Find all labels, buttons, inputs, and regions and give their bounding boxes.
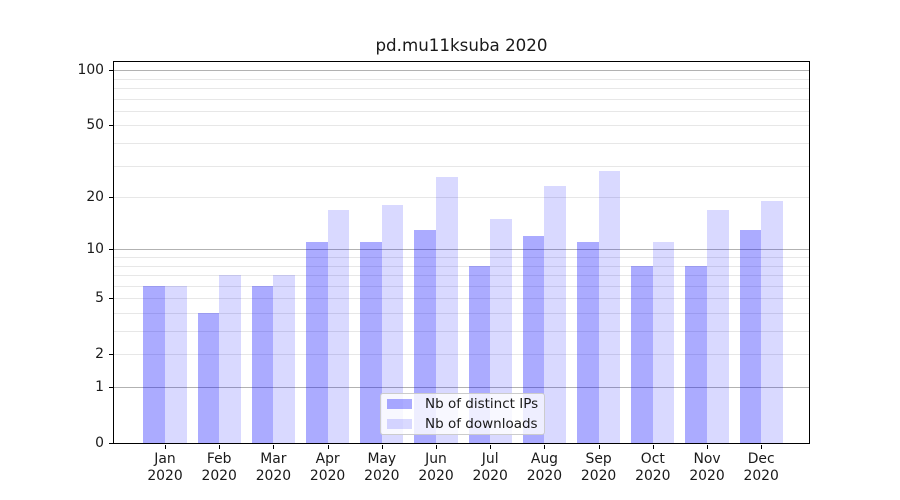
x-tick-label: Mar 2020 [255,451,292,484]
y-tick-mark [109,70,113,72]
x-tick-label: Aug 2020 [526,451,563,484]
bar-downloads [598,171,621,443]
minor-gridline [114,331,809,333]
bar-distinct-ips [360,242,382,443]
bar-downloads [652,242,675,443]
minor-gridline [114,143,809,145]
bar-downloads [327,209,350,443]
x-tick-mark [707,445,708,449]
bar-distinct-ips [251,285,274,443]
y-tick-mark [109,354,113,356]
y-tick-label: 10 [86,241,104,258]
bar-downloads [381,205,404,443]
minor-gridline [114,275,809,277]
x-tick-label: Sep 2020 [580,451,617,484]
y-tick-label: 1 [95,379,104,395]
bar-downloads [490,219,512,443]
minor-gridline [114,165,809,167]
x-tick-label: Nov 2020 [689,451,725,484]
bar-distinct-ips [305,242,328,443]
x-tick-mark [761,445,763,449]
y-tick-label: 5 [95,290,104,307]
x-tick-mark [598,445,600,449]
bar-distinct-ips [631,265,653,443]
minor-gridline [114,78,809,80]
legend-label-downloads: Nb of downloads [425,416,538,432]
y-tick-label: 100 [77,62,104,79]
x-tick-label: Feb 2020 [201,451,237,484]
x-tick-label: Oct 2020 [635,451,671,484]
minor-gridline [114,354,809,356]
legend-label-distinct-ips: Nb of distinct IPs [425,396,539,412]
bar-downloads [544,186,567,443]
x-tick-mark [273,445,275,449]
minor-gridline [114,110,809,112]
x-tick-label: May 2020 [364,451,400,484]
bar-distinct-ips [522,235,545,443]
bar-downloads [761,201,783,443]
bar-distinct-ips [143,285,165,443]
y-tick-label: 20 [86,189,104,206]
chart-title: pd.mu11ksuba 2020 [375,35,548,55]
y-tick-mark [109,298,113,300]
minor-gridline [114,197,809,199]
bar-downloads [219,275,241,443]
minor-gridline [114,98,809,100]
legend-swatch-distinct-ips [387,399,412,409]
minor-gridline [114,285,809,287]
legend-item-distinct-ips: Nb of distinct IPs [387,394,544,414]
x-tick-mark [165,445,166,449]
bar-distinct-ips [739,229,762,443]
x-tick-mark [436,445,437,449]
x-tick-label: Jul 2020 [472,451,508,484]
legend-item-downloads: Nb of downloads [387,414,544,434]
plot-area [113,61,810,444]
minor-gridline [114,257,809,258]
bar-downloads [165,285,187,443]
y-tick-mark [109,249,113,251]
x-tick-mark [652,445,654,449]
bar-downloads [436,176,458,443]
x-tick-mark [327,445,329,449]
minor-gridline [114,298,809,300]
y-tick-mark [109,387,113,388]
major-gridline [114,387,809,388]
bar-distinct-ips [576,242,599,443]
bar-downloads [273,275,296,443]
major-gridline [114,70,809,72]
x-tick-label: Jan 2020 [147,451,183,484]
x-tick-label: Apr 2020 [309,451,346,484]
x-tick-mark [381,445,383,449]
legend-swatch-downloads [387,419,412,429]
y-tick-label: 2 [95,346,104,363]
x-tick-label: Dec 2020 [743,451,779,484]
y-tick-label: 0 [95,435,104,451]
minor-gridline [114,265,809,267]
x-tick-mark [490,445,492,449]
major-gridline [114,249,809,251]
minor-gridline [114,125,809,127]
bar-distinct-ips [197,313,220,443]
bar-distinct-ips [414,229,436,443]
bar-downloads [707,209,729,443]
x-tick-label: Jun 2020 [418,451,454,484]
y-tick-label: 50 [86,117,104,134]
legend: Nb of distinct IPs Nb of downloads [380,393,545,435]
minor-gridline [114,312,809,314]
minor-gridline [114,88,809,90]
bar-distinct-ips [685,265,707,443]
y-tick-mark [109,125,113,127]
x-tick-mark [544,445,546,449]
y-tick-mark [109,443,113,444]
x-tick-mark [219,445,221,449]
y-tick-mark [109,197,113,199]
